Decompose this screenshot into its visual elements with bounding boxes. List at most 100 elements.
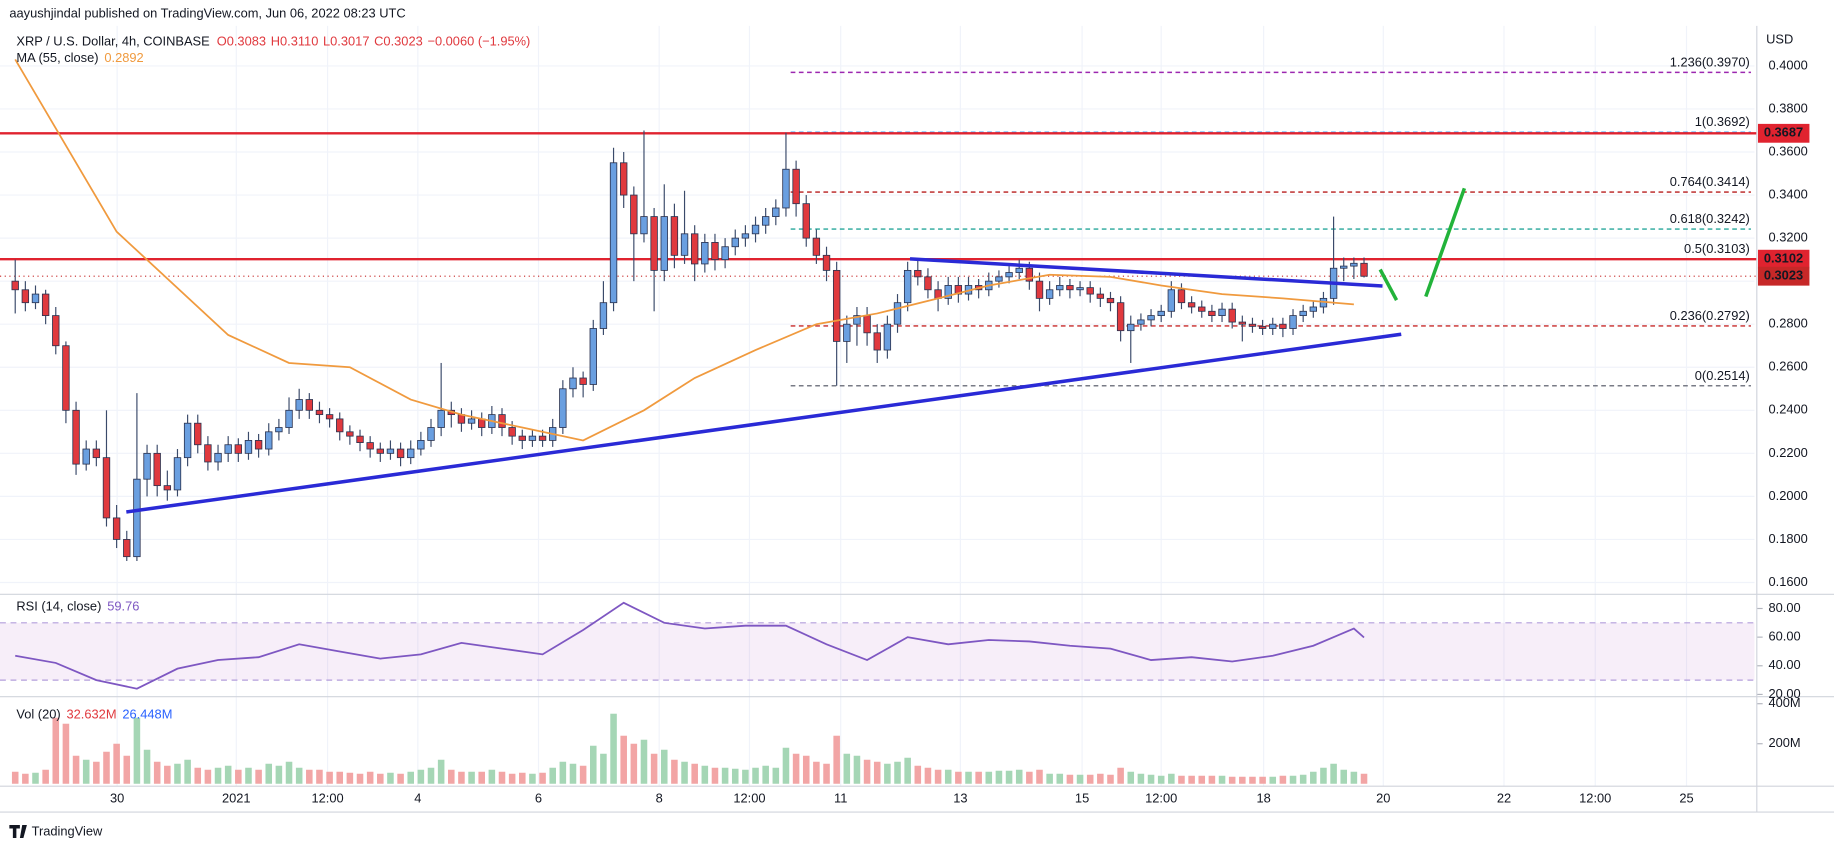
volume-bar bbox=[448, 769, 455, 784]
volume-bar bbox=[488, 769, 496, 784]
volume-bar bbox=[326, 771, 333, 784]
candle-body bbox=[275, 427, 283, 433]
volume-bar bbox=[437, 759, 445, 784]
candle-body bbox=[224, 444, 232, 454]
fib-label: 0(0.2514) bbox=[1695, 368, 1750, 383]
volume-bar bbox=[853, 755, 861, 784]
axes bbox=[0, 25, 1834, 813]
arrow bbox=[1424, 187, 1467, 298]
candle-body bbox=[528, 435, 537, 441]
volume-bar bbox=[833, 735, 840, 784]
volume-bar bbox=[22, 773, 29, 784]
volume-bar bbox=[569, 763, 577, 784]
volume-bar bbox=[519, 772, 526, 784]
candle-body bbox=[792, 168, 800, 205]
candle-body bbox=[62, 345, 70, 411]
grid bbox=[0, 25, 1763, 787]
price-badge bbox=[1757, 266, 1810, 286]
volume-bar bbox=[1239, 776, 1246, 784]
volume-bar bbox=[82, 759, 90, 784]
volume-bar bbox=[397, 773, 404, 784]
candle-body bbox=[751, 224, 760, 235]
logo bbox=[9, 824, 27, 838]
candle-body bbox=[1340, 265, 1348, 269]
volume-bar bbox=[823, 763, 830, 784]
volume-bar bbox=[802, 755, 810, 784]
volume-bar bbox=[863, 759, 871, 784]
volume-bar bbox=[610, 713, 617, 784]
candle-body bbox=[1360, 262, 1368, 277]
candle-body bbox=[31, 293, 40, 304]
volume-bar bbox=[194, 767, 202, 784]
candle-body bbox=[812, 237, 821, 256]
volume-bar bbox=[478, 771, 485, 784]
labels: 30 2021 12:00 4 6 8 12:00 11 13 15 12:00 18 20 22 12:0… bbox=[110, 54, 1810, 806]
candle-body bbox=[72, 409, 80, 465]
ohlc: H0.3110 bbox=[271, 34, 319, 49]
volume-bar bbox=[174, 763, 181, 784]
candle-body bbox=[1076, 287, 1084, 291]
candle-body bbox=[92, 448, 101, 459]
footer: TradingView bbox=[32, 823, 103, 838]
volume-bar bbox=[1279, 775, 1287, 784]
y-tick-label: 0.4000 bbox=[1769, 57, 1808, 72]
volume-bar bbox=[965, 771, 972, 784]
volume-bar bbox=[884, 763, 891, 784]
rsi-tick-label: 20.00 bbox=[1769, 686, 1801, 701]
volume-bar bbox=[792, 753, 800, 784]
volume-bar bbox=[1228, 776, 1236, 784]
candle-body bbox=[660, 216, 668, 271]
candle-body bbox=[1228, 308, 1236, 323]
volume-bar bbox=[1320, 767, 1327, 784]
candle-body bbox=[599, 302, 608, 329]
volume-bar bbox=[1259, 776, 1266, 784]
volume-bar bbox=[265, 763, 273, 784]
candle-body bbox=[396, 448, 405, 459]
volume-bar bbox=[417, 769, 425, 784]
volume-bar bbox=[245, 767, 252, 784]
volume-bar bbox=[721, 767, 729, 784]
candle-body bbox=[1258, 325, 1267, 329]
candle-body bbox=[194, 422, 202, 446]
volume-bar bbox=[660, 749, 668, 784]
candle-body bbox=[863, 315, 871, 334]
x-tick-label: 12:00 bbox=[1145, 790, 1177, 805]
candle-body bbox=[1066, 285, 1074, 291]
volume-bar bbox=[1097, 773, 1104, 784]
candle-body bbox=[711, 242, 719, 261]
x-tick-label: 2021 bbox=[222, 790, 251, 805]
candle-body bbox=[102, 457, 111, 519]
candle-body bbox=[356, 435, 364, 443]
candle-body bbox=[761, 216, 770, 226]
volume-bar bbox=[1249, 776, 1256, 784]
volume-bar bbox=[782, 747, 790, 784]
candle-body bbox=[234, 444, 243, 454]
x-tick-label: 11 bbox=[834, 790, 847, 805]
candle-body bbox=[325, 414, 334, 420]
price-badge bbox=[1757, 249, 1810, 269]
candle-body bbox=[204, 444, 212, 463]
volume-bar bbox=[1107, 774, 1114, 784]
rsi-legend: RSI (14, close) 59.76 bbox=[16, 599, 139, 614]
volume-bar bbox=[42, 769, 49, 784]
candle-body bbox=[944, 285, 952, 299]
volume-bar bbox=[52, 717, 60, 784]
y-tick-label: 0.1600 bbox=[1769, 574, 1808, 589]
volume-bar bbox=[153, 761, 161, 784]
volume-bar bbox=[1005, 770, 1013, 784]
volume-bar bbox=[1117, 767, 1124, 784]
volume-bar bbox=[691, 763, 698, 784]
candle-body bbox=[1086, 287, 1094, 295]
candle-body bbox=[1005, 272, 1013, 278]
volume-bar bbox=[589, 745, 597, 784]
arrow bbox=[1378, 268, 1399, 301]
vol-legend: Vol (20) 32.632M 26.448M bbox=[16, 707, 172, 722]
candle-body bbox=[407, 448, 415, 459]
volume-bar bbox=[539, 772, 546, 784]
volume-bar bbox=[387, 772, 394, 784]
volume-bar bbox=[346, 772, 354, 784]
price-badge-label: 0.3102 bbox=[1764, 251, 1803, 266]
volume-bar bbox=[762, 765, 769, 784]
volume-bar bbox=[894, 761, 901, 784]
volume-bar bbox=[508, 773, 516, 784]
